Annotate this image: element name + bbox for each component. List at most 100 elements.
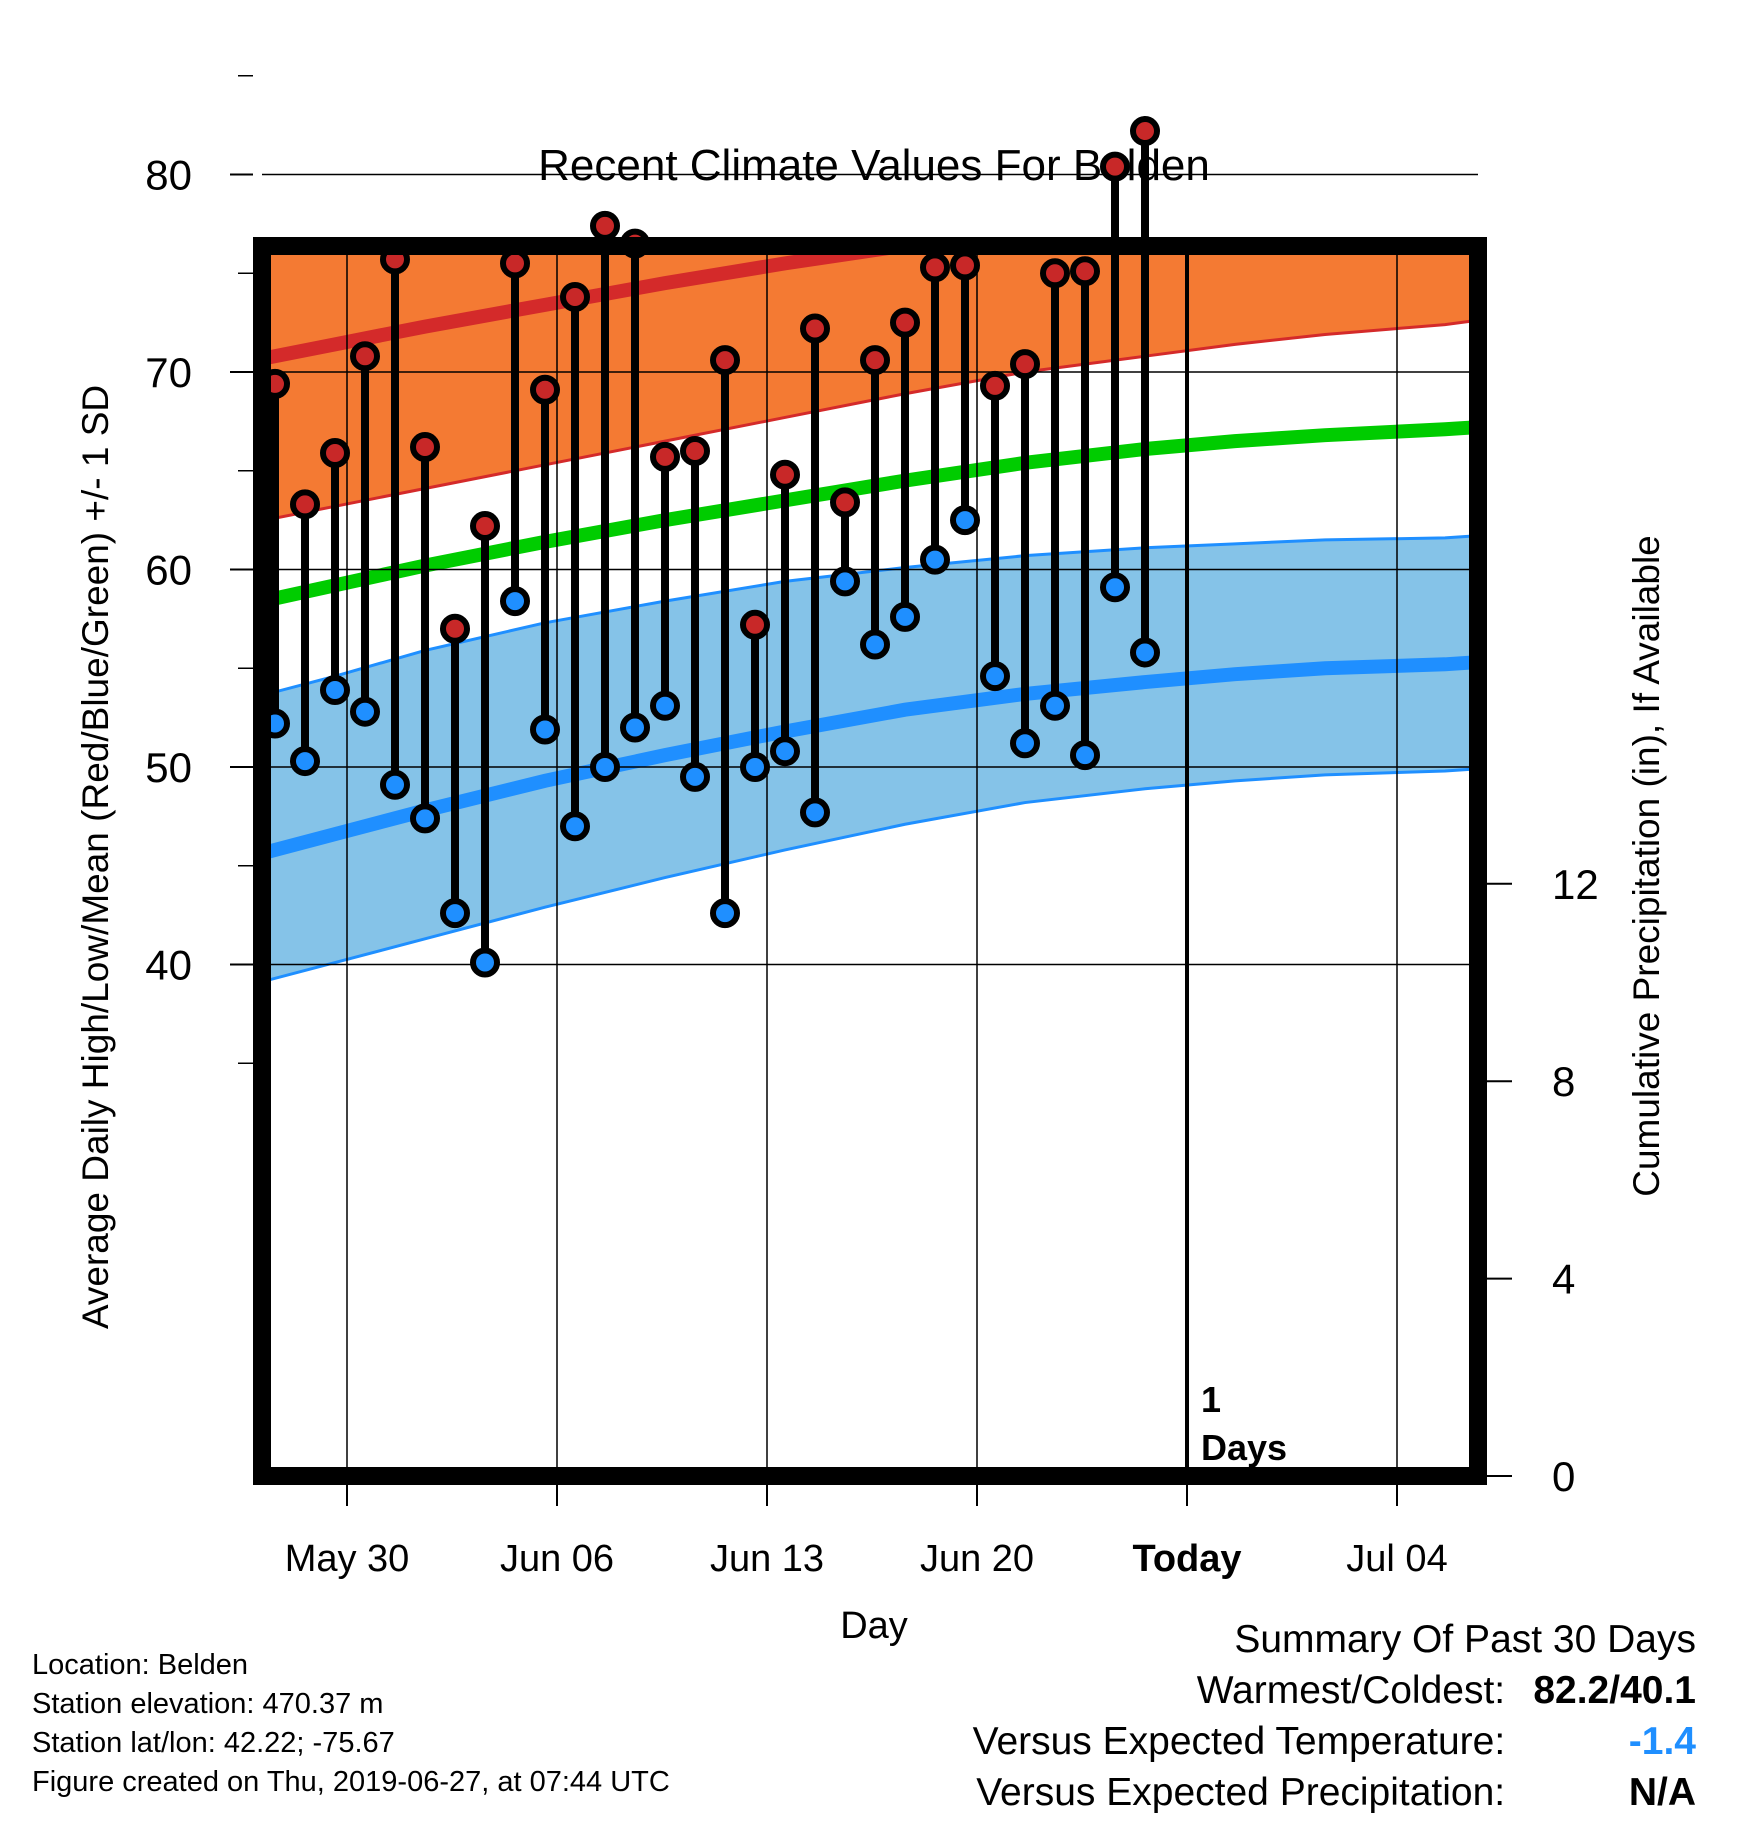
low-point: [620, 712, 650, 743]
created-text: Figure created on Thu, 2019-06-27, at 07…: [32, 1766, 670, 1798]
latlon-text: Station lat/lon: 42.22; -75.67: [32, 1727, 395, 1759]
low-point: [350, 696, 380, 727]
today-days-number: 1: [1201, 1379, 1221, 1420]
y2-tick-label: 0: [1552, 1453, 1575, 1500]
high-point: [860, 345, 890, 376]
high-point: [290, 489, 320, 520]
station-info: Location: Belden Station elevation: 470.…: [32, 1646, 670, 1802]
low-point: [770, 736, 800, 767]
low-point: [740, 752, 770, 782]
low-point: [980, 661, 1010, 692]
low-point: [500, 586, 530, 617]
low-point: [530, 714, 560, 745]
low-point: [1010, 728, 1040, 759]
high-point: [890, 307, 920, 338]
high-point: [590, 210, 620, 241]
y-tick-label: 90: [145, 0, 192, 1]
warmest-coldest-row: Warmest/Coldest: 82.2/40.1: [973, 1665, 1696, 1716]
high-point: [800, 313, 830, 344]
x-axis: May 30 Jun 06 Jun 13 Jun 20 Today Jul 04: [285, 1485, 1448, 1580]
right-axis: 0 4 8 12: [1487, 861, 1599, 1500]
low-point: [710, 898, 740, 929]
x-axis-label: Day: [840, 1605, 908, 1647]
high-mean-line: [262, 246, 963, 366]
high-point: [770, 459, 800, 490]
x-tick-label: Jul 04: [1346, 1538, 1447, 1580]
low-point: [440, 898, 470, 929]
y-tick-label: 80: [145, 152, 192, 199]
low-point: [800, 797, 830, 828]
location-text: Location: Belden: [32, 1649, 249, 1681]
normals-layer: [262, 246, 1476, 984]
low-point: [290, 746, 320, 777]
x-tick-label: Jun 06: [500, 1538, 614, 1580]
elevation-text: Station elevation: 470.37 m: [32, 1688, 384, 1720]
high-point: [1100, 151, 1130, 182]
low-point: [1040, 690, 1070, 721]
high-point: [470, 511, 500, 542]
high-point: [320, 437, 350, 468]
today-days-label: Days: [1201, 1427, 1287, 1468]
precip-label: Versus Expected Precipitation:: [976, 1771, 1506, 1814]
summary-panel: Summary Of Past 30 Days Warmest/Coldest:…: [973, 1614, 1696, 1818]
high-point: [710, 345, 740, 376]
low-point: [1130, 637, 1160, 668]
high-point: [440, 613, 470, 644]
low-point: [470, 947, 500, 978]
today-marker: 1 Days: [1185, 246, 1287, 1476]
y-tick-label: 40: [145, 942, 192, 989]
low-point: [890, 601, 920, 632]
high-point: [950, 250, 980, 281]
warmest-label: Warmest/Coldest:: [1196, 1669, 1506, 1712]
high-point: [1040, 258, 1070, 289]
high-point: [410, 432, 440, 463]
low-point: [1100, 572, 1130, 603]
low-point: [650, 690, 680, 721]
low-point: [590, 752, 620, 782]
plot-frame: [253, 237, 1487, 1485]
left-axis: 40 50 60 70 80 90: [145, 0, 253, 1064]
x-tick-label: Today: [1132, 1538, 1241, 1580]
grid-lines: [262, 173, 1478, 1476]
high-point: [1070, 256, 1100, 287]
high-point: [920, 252, 950, 283]
high-point: [650, 441, 680, 472]
chart-title: Recent Climate Values For Belden: [538, 141, 1210, 190]
y2-axis-label: Cumulative Precipitation (in), If Availa…: [1626, 535, 1667, 1197]
x-tick-label: May 30: [285, 1538, 410, 1580]
high-point: [1130, 116, 1160, 147]
y-tick-label: 50: [145, 744, 192, 791]
high-point: [530, 374, 560, 405]
x-tick-label: Jun 13: [710, 1538, 824, 1580]
y-tick-label: 70: [145, 349, 192, 396]
warmest-value: 82.2/40.1: [1533, 1669, 1696, 1712]
y2-tick-label: 8: [1552, 1058, 1575, 1105]
temp-label: Versus Expected Temperature:: [972, 1720, 1506, 1763]
high-point: [560, 281, 590, 312]
high-point: [830, 487, 860, 518]
summary-heading: Summary Of Past 30 Days: [1234, 1618, 1696, 1661]
low-point: [830, 566, 860, 597]
y-axis-label: Average Daily High/Low/Mean (Red/Blue/Gr…: [75, 385, 116, 1329]
precip-row: Versus Expected Precipitation: N/A: [973, 1767, 1696, 1818]
low-point: [380, 769, 410, 800]
high-sd-band: [262, 246, 1475, 521]
temp-value: -1.4: [1628, 1720, 1696, 1763]
low-point: [950, 505, 980, 536]
high-point: [680, 436, 710, 466]
x-tick-label: Jun 20: [920, 1538, 1034, 1580]
high-point: [1010, 349, 1040, 380]
low-sd-band: [262, 535, 1475, 982]
high-point: [740, 609, 770, 640]
low-point: [860, 629, 890, 660]
y-tick-label: 60: [145, 547, 192, 594]
temp-row: Versus Expected Temperature: -1.4: [973, 1716, 1696, 1767]
low-point: [680, 761, 710, 792]
low-point: [1070, 740, 1100, 771]
low-point: [920, 544, 950, 575]
y2-tick-label: 4: [1552, 1256, 1575, 1303]
low-point: [320, 674, 350, 705]
low-lower-edge: [262, 767, 1476, 984]
observed-series: [260, 116, 1160, 978]
